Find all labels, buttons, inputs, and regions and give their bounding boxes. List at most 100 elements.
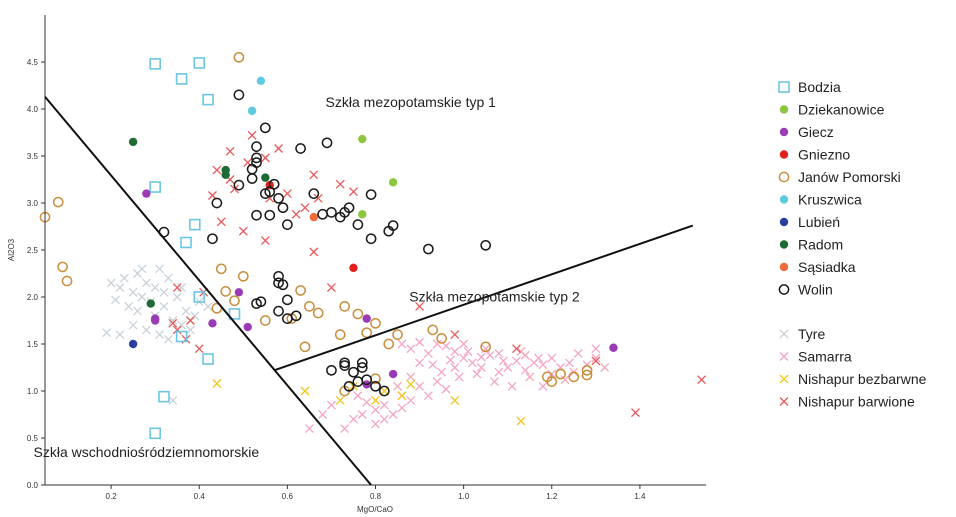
data-point-bodzia <box>149 181 161 193</box>
data-point-samarra <box>459 353 469 363</box>
region-label: Szkła mezopotamskie typ 2 <box>409 289 580 305</box>
data-point-wolin <box>365 233 377 245</box>
data-point-wolin <box>282 313 293 324</box>
data-point-nishapur-barwione <box>260 236 270 246</box>
data-point-jan-w-pomorski <box>339 301 351 312</box>
data-point-samarra <box>441 384 451 394</box>
data-point-samarra <box>445 355 455 365</box>
region-annotations: Szkła mezopotamskie typ 1 Szkła mezopotam… <box>34 94 580 460</box>
boundary-lines <box>44 96 694 486</box>
data-point-bodzia <box>189 218 201 231</box>
series-bodzia <box>149 57 241 440</box>
data-point-jan-w-pomorski <box>237 270 249 282</box>
data-point-jan-w-pomorski <box>568 371 580 383</box>
data-point-nishapur-barwione <box>172 283 182 293</box>
data-point-wolin <box>365 189 377 200</box>
data-point-samarra <box>494 367 504 377</box>
data-point-tyre <box>168 316 178 325</box>
series-tyre <box>102 264 213 405</box>
data-point-jan-w-pomorski <box>259 315 271 326</box>
data-point-samarra <box>423 391 433 401</box>
data-point-samarra <box>379 400 389 410</box>
data-point-tyre <box>159 301 169 311</box>
data-point-tyre <box>155 264 165 274</box>
data-point-samarra <box>476 363 486 372</box>
data-point-jan-w-pomorski <box>436 333 447 344</box>
data-point-tyre <box>172 292 182 302</box>
data-point-nishapur-barwione <box>415 301 425 311</box>
data-point-tyre <box>111 295 120 305</box>
data-point-samarra <box>560 375 570 385</box>
y-axis-title: Al2O3 <box>7 238 16 261</box>
data-point-samarra <box>423 348 433 358</box>
data-point-samarra <box>415 381 425 391</box>
data-point-nishapur-barwione <box>349 187 358 197</box>
data-point-samarra <box>463 347 473 356</box>
data-point-wolin <box>352 376 364 387</box>
y-tick-label: 2.5 <box>27 246 39 255</box>
data-point-wolin <box>326 207 337 218</box>
data-point-wolin <box>233 179 245 191</box>
x-tick-label: 0.6 <box>282 492 294 501</box>
x-tick-label: 0.4 <box>194 492 206 501</box>
data-point-samarra <box>472 369 482 379</box>
y-tick-label: 4.5 <box>27 58 39 67</box>
data-point-wolin <box>264 209 276 221</box>
data-point-tyre <box>163 334 173 344</box>
data-point-wolin <box>361 374 373 386</box>
data-point-bodzia <box>202 353 214 365</box>
data-point-samarra <box>428 360 438 370</box>
data-point-tyre <box>115 283 125 293</box>
data-point-wolin <box>356 357 368 369</box>
legend-label-nishapur-barwione: Nishapur barwione <box>798 394 915 410</box>
data-point-jan-w-pomorski <box>352 308 364 320</box>
data-point-jan-w-pomorski <box>215 263 227 275</box>
legend-marker-giecz <box>779 127 789 137</box>
data-point-jan-w-pomorski <box>52 196 64 208</box>
data-point-wolin <box>343 380 355 392</box>
y-tick-label: 2.0 <box>27 293 39 302</box>
data-point-tyre <box>124 301 134 311</box>
data-point-wolin <box>233 89 245 101</box>
data-point-nishapur-barwione <box>172 325 182 335</box>
data-point-nishapur-bezbarwne <box>397 391 407 401</box>
data-point-tyre <box>137 292 147 302</box>
data-point-nishapur-barwione <box>631 408 640 418</box>
x-tick-label: 0.2 <box>106 492 118 501</box>
data-point-samarra <box>591 353 601 363</box>
legend-label-dziekanowice: Dziekanowice <box>798 102 885 118</box>
y-tick-label: 0.5 <box>27 434 39 443</box>
series-samarra <box>304 337 610 434</box>
data-point-wolin <box>317 208 328 220</box>
data-point-nishapur-barwione <box>260 153 270 163</box>
legend-marker-bodzia <box>778 81 790 93</box>
y-tick-label: 3.0 <box>27 199 39 208</box>
legend-marker-tyre <box>779 329 789 339</box>
data-point-samarra <box>397 403 407 413</box>
series-jan-w-pomorski <box>39 51 593 397</box>
data-point-samarra <box>371 419 380 429</box>
data-point-jan-w-pomorski <box>480 341 492 353</box>
plot-area <box>39 51 707 440</box>
series-nishapur-barwione <box>168 130 707 418</box>
data-point-samarra <box>415 358 425 368</box>
legend-marker-gniezno <box>779 150 789 159</box>
legend-label-bodzia: Bodzia <box>798 79 841 95</box>
data-point-wolin <box>339 360 351 371</box>
data-point-nishapur-barwione <box>168 318 178 328</box>
data-point-wolin <box>251 152 262 164</box>
data-point-wolin <box>370 380 381 392</box>
data-point-tyre <box>155 330 165 340</box>
data-point-nishapur-barwione <box>216 217 226 227</box>
data-point-nishapur-barwione <box>238 226 248 236</box>
y-tick-label: 1.0 <box>27 387 39 396</box>
data-point-samarra <box>450 347 460 356</box>
data-point-samarra <box>450 363 460 372</box>
data-point-tyre <box>128 320 138 330</box>
data-point-wolin <box>326 364 337 376</box>
data-point-samarra <box>582 360 592 370</box>
data-point-tyre <box>141 325 151 335</box>
data-point-samarra <box>534 353 544 363</box>
data-point-jan-w-pomorski <box>299 341 311 353</box>
series-radom <box>128 137 270 308</box>
